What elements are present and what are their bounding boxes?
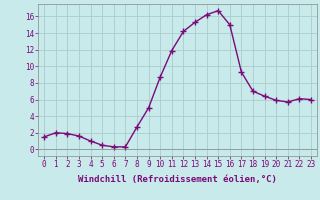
X-axis label: Windchill (Refroidissement éolien,°C): Windchill (Refroidissement éolien,°C) xyxy=(78,175,277,184)
